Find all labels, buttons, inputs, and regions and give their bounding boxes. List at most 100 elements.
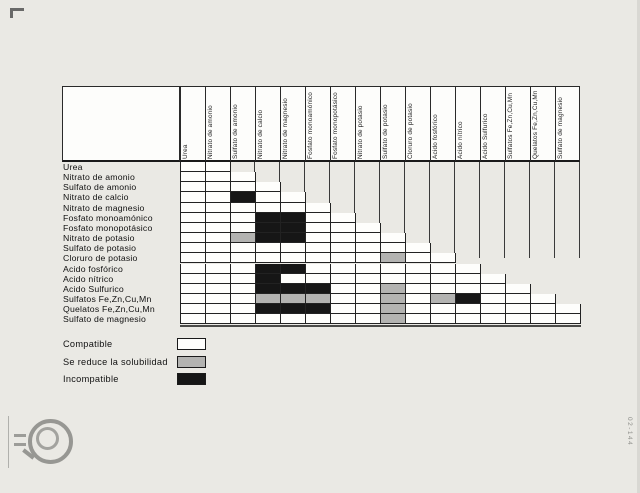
matrix-cell-compatible <box>331 243 356 254</box>
column-header-label: Sulfato de amonio <box>232 104 239 159</box>
table-corner-box <box>62 86 180 162</box>
row-label: Nitrato de amonio <box>63 172 135 183</box>
column-header-label: Urea <box>182 144 189 159</box>
matrix-cell-reduced <box>231 233 256 244</box>
matrix-row <box>180 222 381 234</box>
matrix-cell-incompatible <box>456 293 481 305</box>
matrix-cell-compatible <box>306 202 331 213</box>
matrix-cell-reduced <box>381 314 406 325</box>
matrix-cell-incompatible <box>256 233 281 244</box>
column-header-label: Nitrato de calcio <box>257 109 264 159</box>
matrix-cell-compatible <box>331 263 356 274</box>
column-header: Acido fosfórico <box>431 87 456 161</box>
matrix-cell-compatible <box>356 253 381 264</box>
matrix-row <box>180 182 281 193</box>
matrix-cell-reduced <box>381 304 406 315</box>
watermark-ring <box>28 419 73 464</box>
legend-swatch-G <box>177 355 206 368</box>
matrix-cell-compatible <box>181 283 206 294</box>
matrix-cell-compatible <box>231 304 256 315</box>
matrix-cell-compatible <box>331 314 356 325</box>
legend-swatch-B <box>177 373 206 385</box>
matrix-cell-incompatible <box>256 212 281 223</box>
matrix-cell-compatible <box>256 182 281 193</box>
matrix-cell-incompatible <box>281 283 306 294</box>
scan-corner-mark <box>10 8 24 18</box>
row-label: Sulfato de amonio <box>63 182 137 193</box>
matrix-cell-compatible <box>281 253 306 264</box>
matrix-cell-incompatible <box>281 222 306 234</box>
matrix-cell-compatible <box>431 314 456 325</box>
matrix-cell-compatible <box>356 304 381 315</box>
matrix-cell-compatible <box>206 162 231 173</box>
column-header: Nitrato de magnesio <box>281 87 306 161</box>
matrix-cell-compatible <box>231 222 256 234</box>
matrix-cell-compatible <box>331 222 356 234</box>
matrix-cell-compatible <box>206 192 231 203</box>
matrix-cell-incompatible <box>256 283 281 294</box>
matrix-cell-compatible <box>356 222 381 234</box>
matrix-cell-compatible <box>231 253 256 264</box>
matrix-cell-compatible <box>181 172 206 183</box>
matrix-cell-compatible <box>481 273 506 284</box>
column-header: Urea <box>181 87 206 161</box>
column-header-label: Quelatos Fe,Zn,Cu,Mn <box>532 90 539 159</box>
matrix-cell-compatible <box>206 253 231 264</box>
matrix-cell-compatible <box>556 314 581 325</box>
matrix-cell-compatible <box>231 293 256 305</box>
matrix-cell-compatible <box>331 293 356 305</box>
matrix-cell-compatible <box>381 263 406 274</box>
matrix-cell-compatible <box>456 263 481 274</box>
matrix-cell-compatible <box>431 263 456 274</box>
matrix-cell-compatible <box>406 253 431 264</box>
matrix-cell-compatible <box>456 314 481 325</box>
matrix-row <box>180 233 406 244</box>
matrix-cell-compatible <box>506 314 531 325</box>
legend-item-label: Incompatible <box>63 374 119 384</box>
matrix-cell-compatible <box>406 283 431 294</box>
grid-line <box>479 162 480 258</box>
matrix-cell-compatible <box>306 263 331 274</box>
matrix-cell-compatible <box>256 253 281 264</box>
matrix-cell-compatible <box>206 304 231 315</box>
column-header: Fosfato monoamónico <box>306 87 331 161</box>
grid-line <box>454 162 455 258</box>
row-label: Sulfato de potasio <box>63 243 137 254</box>
matrix-cell-compatible <box>356 263 381 274</box>
legend-swatch-W <box>177 338 206 350</box>
matrix-cell-compatible <box>331 273 356 284</box>
matrix-cell-compatible <box>306 222 331 234</box>
matrix-cell-compatible <box>206 314 231 325</box>
matrix-row <box>180 273 506 284</box>
matrix-row <box>180 314 581 325</box>
matrix-cell-compatible <box>331 283 356 294</box>
matrix-cell-compatible <box>181 162 206 173</box>
matrix-cell-incompatible <box>281 304 306 315</box>
matrix-cell-compatible <box>206 283 231 294</box>
matrix-cell-incompatible <box>281 212 306 223</box>
matrix-cell-compatible <box>456 304 481 315</box>
matrix-cell-compatible <box>181 192 206 203</box>
column-header: Sulfatos Fe,Zn,Cu,Mn <box>506 87 531 161</box>
matrix-cell-compatible <box>256 192 281 203</box>
matrix-cell-incompatible <box>281 233 306 244</box>
grid-line <box>579 162 580 258</box>
grid-line <box>354 162 355 258</box>
matrix-cell-compatible <box>306 212 331 223</box>
matrix-cell-compatible <box>331 212 356 223</box>
matrix-cell-compatible <box>181 243 206 254</box>
row-label: Urea <box>63 162 83 172</box>
matrix-cell-compatible <box>306 243 331 254</box>
matrix-cell-compatible <box>481 283 506 294</box>
column-header: Acido Sulfurico <box>481 87 506 161</box>
matrix-cell-compatible <box>531 304 556 315</box>
matrix-cell-compatible <box>306 314 331 325</box>
matrix-bottom-border <box>180 324 581 327</box>
matrix-cell-compatible <box>506 293 531 305</box>
column-header: Sulfato de amonio <box>231 87 256 161</box>
row-label: Fosfato monoamónico <box>63 212 153 223</box>
matrix-cell-compatible <box>181 222 206 234</box>
matrix-cell-compatible <box>181 304 206 315</box>
matrix-cell-compatible <box>306 253 331 264</box>
